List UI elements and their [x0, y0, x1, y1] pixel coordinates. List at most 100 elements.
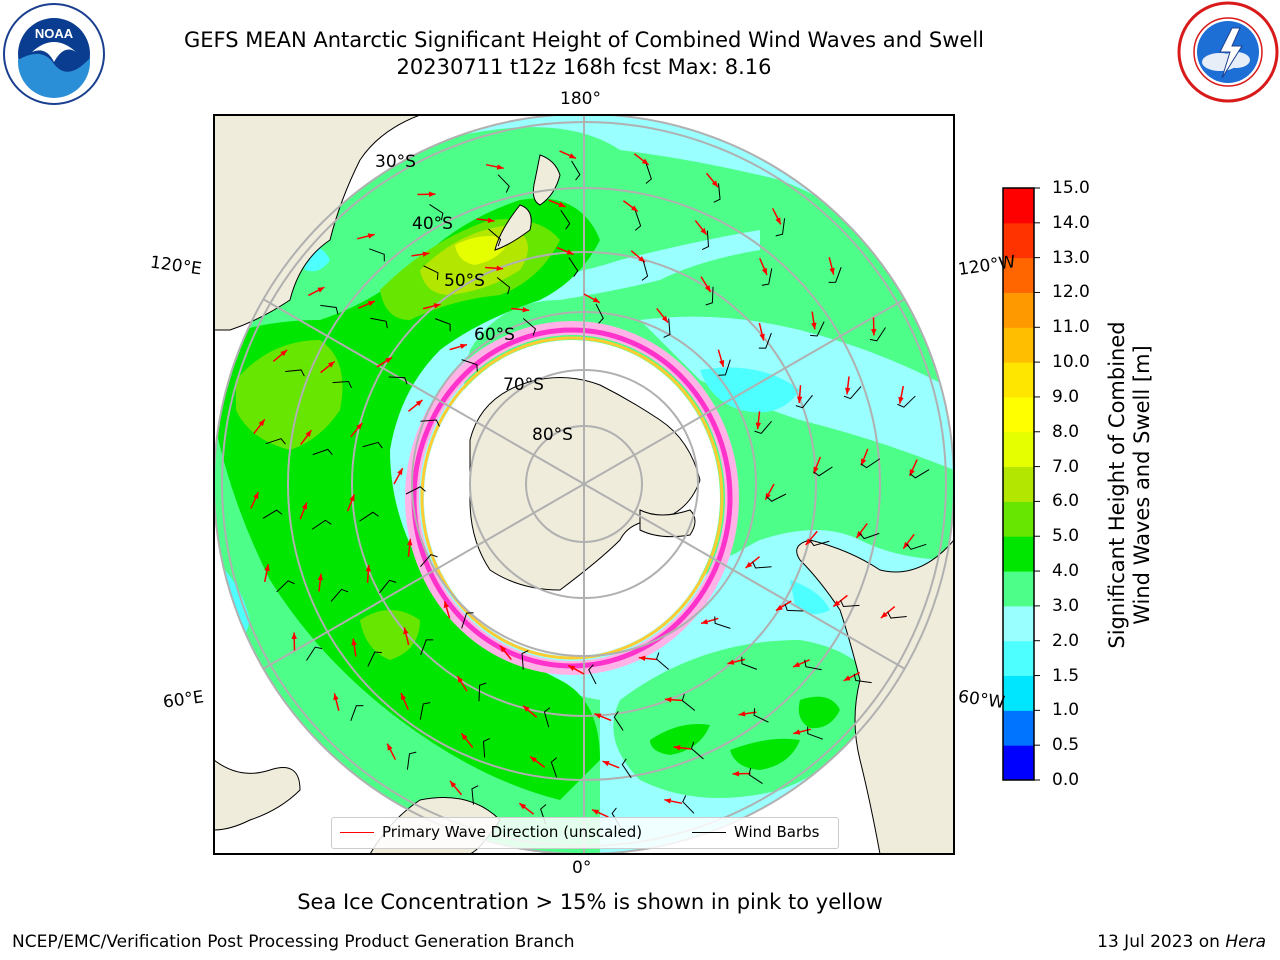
wind-barb: [761, 268, 773, 286]
colorbar-segment: [1003, 675, 1034, 711]
colorbar-frame: [1002, 187, 1035, 781]
colorbar-tick-label: 5.0: [1052, 526, 1080, 547]
wind-barb: [522, 318, 537, 336]
wave-direction-arrowhead: [664, 696, 672, 703]
wind-barb: [568, 257, 579, 277]
wave-direction-arrowhead: [568, 665, 576, 671]
colorbar-tick-label: 0.0: [1052, 770, 1080, 790]
wind-barb: [906, 543, 927, 550]
wave-direction-arrowhead: [367, 301, 375, 307]
wind-barb: [860, 458, 881, 469]
wave-direction-arrowhead: [898, 396, 904, 404]
wave-direction-arrowhead: [443, 601, 450, 609]
colorbar-segment: [1003, 222, 1034, 259]
colorbar-tick-label: 3.0: [1052, 595, 1080, 616]
wave-direction-arrowhead: [264, 564, 270, 572]
colorbar-segment: [1003, 571, 1034, 607]
wind-barb: [753, 708, 769, 723]
colorbar-segment: [1003, 396, 1034, 433]
wind-barb: [429, 204, 444, 221]
wave-direction-arrowhead: [793, 729, 801, 735]
wave-direction-arrows: [250, 150, 930, 828]
footer-date: 13 Jul 2023 on Hera: [1097, 932, 1266, 952]
wave-direction-arrowhead: [673, 744, 681, 751]
lat-label-30: 30°S: [375, 152, 416, 172]
colorbar-segment: [1003, 605, 1034, 642]
wind-barb: [550, 757, 558, 778]
lat-label-60: 60°S: [474, 325, 515, 345]
wave-direction-arrowhead: [365, 564, 372, 572]
colorbar-tick-label: 6.0: [1052, 491, 1080, 512]
wave-direction-arrowhead: [829, 267, 835, 275]
footer-date-text: 13 Jul 2023 on: [1097, 932, 1226, 952]
wave-direction-arrowhead: [765, 492, 771, 500]
wind-barb: [370, 317, 388, 329]
wind-barb: [718, 359, 731, 376]
wind-barb: [807, 726, 823, 740]
wind-barb: [859, 532, 880, 540]
wave-direction-arrowhead: [422, 251, 430, 257]
wave-direction-arrowhead: [433, 303, 441, 309]
map-frame: [213, 114, 955, 855]
wave-direction-arrowhead: [727, 659, 735, 665]
wind-barb: [840, 599, 860, 608]
wave-direction-arrowhead: [459, 343, 467, 350]
wave-direction-arrowhead: [813, 466, 819, 474]
colorbar-title-line2: Wind Waves and Swell [m]: [1130, 345, 1154, 625]
wave-direction-arrowhead: [449, 780, 457, 788]
legend-red-line: [340, 832, 374, 833]
legend-wind-barbs-label: Wind Barbs: [734, 823, 820, 841]
wind-barb: [471, 785, 479, 805]
colorbar-tick-label: 9.0: [1052, 386, 1080, 407]
wind-barb: [423, 265, 439, 280]
wave-direction-arrowhead: [701, 618, 709, 625]
wind-barb: [265, 438, 286, 445]
wind-barb: [311, 519, 332, 530]
colorbar-tick-label: 15.0: [1052, 178, 1090, 198]
wind-barb: [332, 380, 352, 389]
colorbar-tick-label: 12.0: [1052, 282, 1090, 303]
wave-direction-arrowhead: [487, 217, 495, 224]
wind-barb: [521, 650, 529, 670]
wave-direction-arrowhead: [367, 233, 375, 239]
wind-barb: [330, 588, 349, 602]
colorbar-segment: [1003, 466, 1034, 502]
colorbar-tick-label: 10.0: [1052, 352, 1090, 373]
svg-text:NOAA: NOAA: [35, 26, 74, 41]
wind-barb: [367, 651, 382, 667]
wind-barb: [681, 693, 696, 711]
wave-direction-arrowhead: [631, 205, 638, 212]
wind-barb: [312, 448, 333, 456]
colorbar-tick-label: 7.0: [1052, 456, 1080, 477]
wave-direction-arrowhead: [775, 217, 781, 225]
wind-barb: [655, 652, 670, 670]
wind-barb: [828, 267, 842, 283]
legend-black-line: [692, 832, 726, 833]
wave-direction-arrowhead: [568, 153, 576, 159]
wind-barb: [621, 758, 632, 779]
wind-barb: [909, 469, 930, 479]
wave-direction-arrowhead: [811, 322, 817, 330]
wave-direction-arrowhead: [406, 538, 413, 546]
wave-direction-arrowhead: [403, 627, 409, 635]
wind-barb: [571, 160, 581, 181]
wave-direction-arrowhead: [351, 638, 357, 646]
wind-barb: [804, 659, 822, 671]
wave-direction-arrowhead: [638, 655, 646, 662]
wind-barb: [543, 707, 551, 728]
wave-direction-arrowhead: [592, 297, 600, 303]
colorbar-segment: [1003, 292, 1034, 328]
wave-direction-arrowhead: [558, 201, 566, 207]
lat-label-50: 50°S: [444, 271, 485, 291]
wind-barb: [795, 394, 813, 409]
wave-direction-arrowhead: [385, 357, 393, 364]
wave-direction-arrowhead: [499, 645, 507, 653]
wave-direction-arrowhead: [711, 180, 719, 188]
wave-direction-arrowhead: [796, 396, 803, 404]
wind-barb: [810, 321, 825, 337]
wave-direction-arrowhead: [327, 361, 335, 368]
wind-barb: [641, 260, 649, 281]
wind-barb: [701, 230, 710, 250]
colorbar-segment: [1003, 710, 1034, 746]
